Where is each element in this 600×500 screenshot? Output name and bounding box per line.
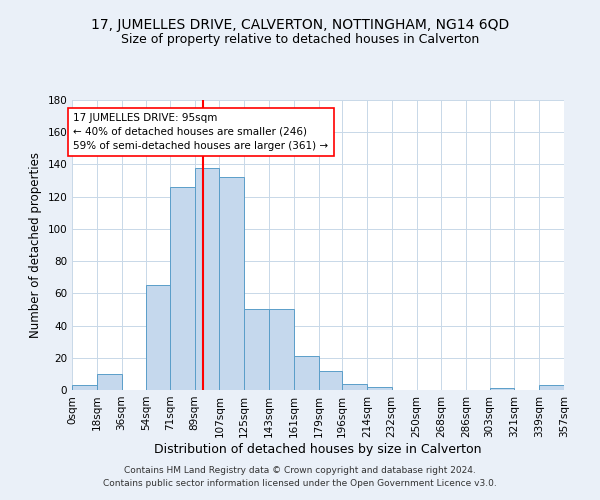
Bar (539, 385, 564, 390)
Bar (490, 388, 514, 390)
Text: 17 JUMELLES DRIVE: 95sqm
← 40% of detached houses are smaller (246)
59% of semi-: 17 JUMELLES DRIVE: 95sqm ← 40% of detach… (73, 113, 329, 151)
Bar (170, 187, 194, 390)
Bar (97, 374, 122, 390)
Y-axis label: Number of detached properties: Number of detached properties (29, 152, 42, 338)
Bar (72, 385, 97, 390)
Bar (367, 387, 392, 390)
X-axis label: Distribution of detached houses by size in Calverton: Distribution of detached houses by size … (154, 442, 482, 456)
Bar (294, 356, 319, 390)
Bar (319, 370, 342, 390)
Bar (244, 310, 269, 390)
Text: 17, JUMELLES DRIVE, CALVERTON, NOTTINGHAM, NG14 6QD: 17, JUMELLES DRIVE, CALVERTON, NOTTINGHA… (91, 18, 509, 32)
Bar (269, 310, 294, 390)
Bar (342, 384, 367, 390)
Bar (146, 286, 170, 390)
Bar (194, 168, 220, 390)
Text: Contains HM Land Registry data © Crown copyright and database right 2024.
Contai: Contains HM Land Registry data © Crown c… (103, 466, 497, 487)
Bar (220, 178, 244, 390)
Text: Size of property relative to detached houses in Calverton: Size of property relative to detached ho… (121, 32, 479, 46)
